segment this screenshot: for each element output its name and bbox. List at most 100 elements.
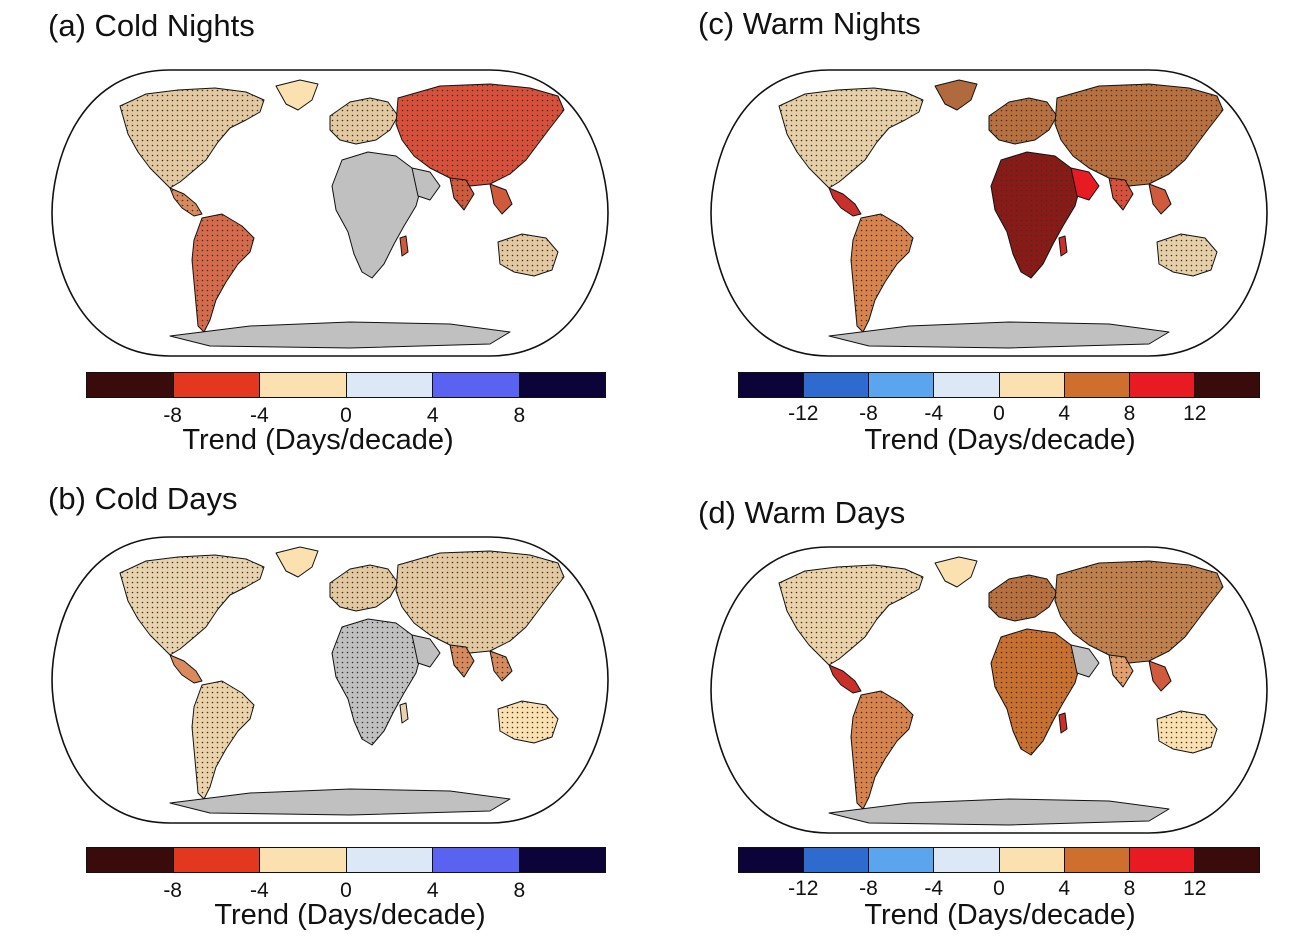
significance-stipple xyxy=(192,214,254,332)
colorbar-swatch xyxy=(87,373,173,397)
land-madagascar xyxy=(399,235,409,257)
colorbar-tick-label: 0 xyxy=(993,877,1005,900)
colorbar-tick-label: -12 xyxy=(788,402,819,425)
colorbar-tick-label: 8 xyxy=(513,404,526,427)
land-antarctica xyxy=(169,788,511,816)
significance-stipple xyxy=(498,701,558,743)
colorbar-label: Trend (Days/decade) xyxy=(214,899,486,931)
significance-stipple xyxy=(192,681,254,799)
land-africa xyxy=(331,151,423,279)
colorbar-swatch xyxy=(739,373,804,397)
land-se-asia xyxy=(1148,183,1172,215)
land-central-america xyxy=(828,187,862,217)
colorbar xyxy=(738,372,1260,398)
colorbar-swatch xyxy=(172,373,259,397)
colorbar-swatch xyxy=(518,848,605,872)
colorbar-swatch xyxy=(518,373,605,397)
significance-stipple xyxy=(851,214,913,332)
colorbar-tick-label: -8 xyxy=(859,877,878,900)
significance-stipple xyxy=(1055,561,1223,663)
significance-stipple xyxy=(1109,655,1133,687)
colorbar-swatch xyxy=(739,848,804,872)
panel-title: (d) Warm Days xyxy=(698,495,906,530)
colorbar-swatch xyxy=(933,373,999,397)
significance-stipple xyxy=(332,619,422,745)
significance-stipple xyxy=(779,88,923,188)
significance-stipple xyxy=(989,98,1057,144)
colorbar-tick-label: 12 xyxy=(1183,402,1207,425)
significance-stipple xyxy=(989,575,1057,621)
significance-stipple xyxy=(490,651,512,681)
land-greenland xyxy=(275,546,319,578)
land-greenland xyxy=(275,79,319,111)
colorbar xyxy=(738,847,1260,873)
colorbar-swatch xyxy=(1128,848,1194,872)
significance-stipple xyxy=(498,234,558,276)
world-map xyxy=(51,536,609,824)
colorbar-tick-label: -8 xyxy=(163,879,182,902)
panel-warm-nights: (c) Warm Nights -12 -8 -4 0 4 8 12 Trend (Days… xyxy=(654,0,1307,475)
colorbar-swatch xyxy=(1063,373,1129,397)
significance-stipple xyxy=(991,152,1081,278)
colorbar-tick-label: -4 xyxy=(249,404,269,427)
significance-stipple xyxy=(396,551,564,653)
colorbar-ticks: -8 -4 0 4 8 xyxy=(86,404,606,428)
colorbar-tick-label: -8 xyxy=(859,402,878,425)
panel-title: (c) Warm Nights xyxy=(698,6,921,41)
land-madagascar xyxy=(1058,235,1068,257)
land-greenland xyxy=(934,79,978,111)
land-arabia xyxy=(411,634,441,668)
colorbar-tick-label: 0 xyxy=(993,402,1005,425)
significance-stipple xyxy=(330,565,398,611)
land-madagascar xyxy=(1058,712,1068,734)
significance-stipple xyxy=(851,691,913,809)
colorbar-swatch xyxy=(803,848,869,872)
land-arabia xyxy=(1070,644,1100,678)
colorbar-tick-label: 4 xyxy=(426,404,439,427)
land-se-asia xyxy=(489,183,513,215)
panel-cold-nights: (a) Cold Nights -8 -4 0 4 8 Trend (Days/deca… xyxy=(0,0,654,475)
colorbar-swatch xyxy=(868,848,934,872)
significance-stipple xyxy=(1157,711,1217,753)
world-map xyxy=(710,546,1268,834)
significance-stipple xyxy=(170,188,202,216)
colorbar-tick-label: 0 xyxy=(340,404,352,427)
land-antarctica xyxy=(169,321,511,349)
colorbar-ticks: -12 -8 -4 0 4 8 12 xyxy=(738,877,1260,901)
colorbar-swatch xyxy=(172,848,259,872)
panel-warm-days: (d) Warm Days -12 -8 -4 0 4 8 12 Trend (Days/d… xyxy=(654,475,1307,950)
panel-title: (a) Cold Nights xyxy=(48,8,255,43)
colorbar-swatch xyxy=(345,848,432,872)
colorbar-swatch xyxy=(87,848,173,872)
colorbar xyxy=(86,372,606,398)
land-se-asia xyxy=(1148,660,1172,692)
panel-cold-days: (b) Cold Days -8 -4 0 4 8 Trend (Days/decade… xyxy=(0,475,654,950)
colorbar-tick-label: 12 xyxy=(1183,877,1207,900)
land-central-america xyxy=(169,654,203,684)
significance-stipple xyxy=(1157,234,1217,276)
colorbar-swatch xyxy=(1063,848,1129,872)
colorbar-tick-label: 4 xyxy=(426,879,439,902)
significance-stipple xyxy=(450,645,474,677)
significance-stipple xyxy=(120,555,264,655)
colorbar-tick-label: 8 xyxy=(1123,877,1136,900)
colorbar-tick-label: 8 xyxy=(1123,402,1136,425)
colorbar-swatch xyxy=(933,848,999,872)
land-madagascar xyxy=(399,702,409,724)
colorbar-tick-label: 8 xyxy=(513,879,526,902)
colorbar-swatch xyxy=(432,373,519,397)
significance-stipple xyxy=(1055,84,1223,186)
land-arabia xyxy=(1070,167,1100,201)
colorbar-swatch xyxy=(1128,373,1194,397)
colorbar-tick-label: -12 xyxy=(788,877,819,900)
land-arabia xyxy=(411,167,441,201)
colorbar-tick-label: 4 xyxy=(1058,877,1071,900)
world-map xyxy=(51,69,609,357)
colorbar-swatch xyxy=(803,373,869,397)
land-greenland xyxy=(934,556,978,588)
land-central-america xyxy=(828,664,862,694)
colorbar-tick-label: 4 xyxy=(1058,402,1071,425)
colorbar-tick-label: -8 xyxy=(163,404,182,427)
colorbar-swatch xyxy=(998,373,1064,397)
significance-stipple xyxy=(991,629,1081,755)
